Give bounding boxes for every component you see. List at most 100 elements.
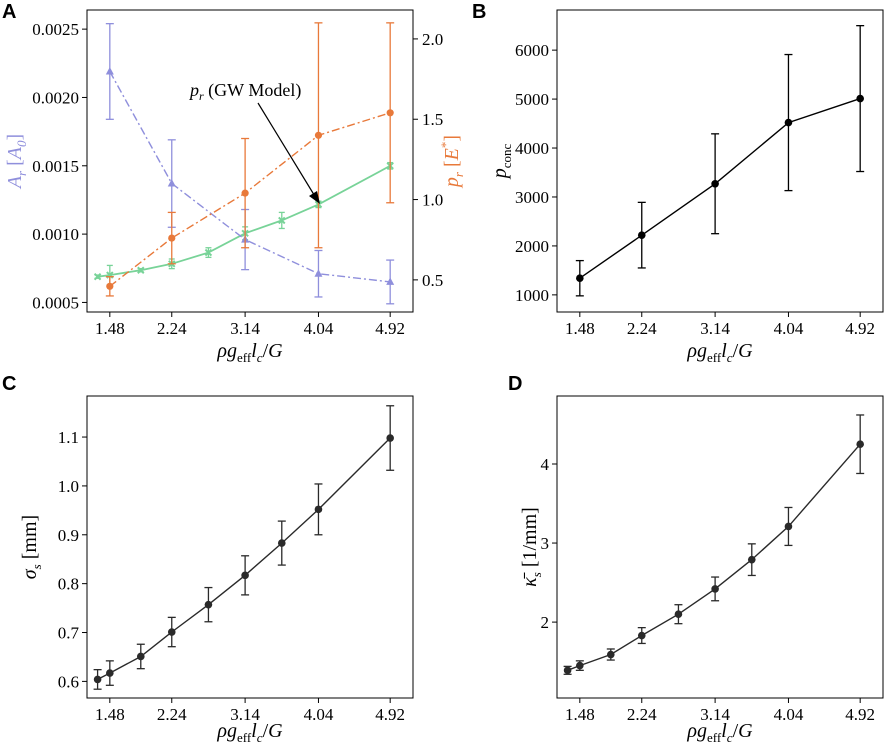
- kappa-s-line: [567, 443, 861, 671]
- sigma-s-point: [93, 675, 102, 684]
- area-ratio-line: [109, 71, 391, 283]
- y-tick-label-c-4: 1.0: [58, 477, 79, 496]
- pressure-ratio-point: [241, 189, 249, 197]
- y-tick-label-c-3: 0.9: [58, 526, 79, 545]
- area-ratio-point: [314, 269, 323, 277]
- annotation-arrow: [257, 102, 317, 199]
- y-axis-label-b: pconc: [489, 144, 514, 181]
- kappa-s-point: [606, 650, 615, 659]
- y-axis-label-d: κ̄s [1/mm]: [519, 507, 544, 587]
- x-tick-label-2-0: 1.48: [95, 705, 125, 724]
- pressure-ratio-point: [106, 282, 114, 290]
- x-tick-label-3-2: 3.14: [700, 705, 730, 724]
- panel-a: A 1.48 2.24 3.14 4.04 4.92 0.0005 0.0010 0.0015…: [2, 1, 466, 365]
- y-tick-label-a-4: 0.0025: [32, 20, 79, 39]
- kappa-s-point: [711, 585, 719, 593]
- y-axis-label-c: σs [mm]: [19, 515, 44, 579]
- plot-frame-c: [86, 395, 414, 699]
- kappa-s-point: [637, 631, 646, 640]
- pressure-ratio-point: [314, 131, 323, 139]
- panel-label-c: C: [2, 373, 16, 395]
- x-tick-label-1-3: 4.04: [774, 319, 804, 338]
- p-conc-point: [637, 231, 646, 239]
- gw-model-point: [204, 248, 213, 257]
- x-tick-label-3-0: 1.48: [565, 705, 595, 724]
- y-tick-label-d-1: 3: [541, 534, 550, 553]
- y-tick-label-b-4: 5000: [515, 90, 549, 109]
- plot-frame-d: [556, 395, 884, 699]
- annotation-text: pr (GW Model): [188, 80, 301, 103]
- sigma-s-point: [314, 505, 323, 514]
- sigma-s-point: [386, 434, 394, 442]
- x-tick-label-0-1: 2.24: [157, 319, 187, 338]
- p-conc-point: [711, 179, 719, 188]
- x-tick-label-1-4: 4.92: [845, 319, 875, 338]
- area-ratio-point: [386, 277, 395, 285]
- gw-model-point: [137, 266, 145, 274]
- y-tick-label-a-0: 0.0005: [32, 293, 79, 312]
- kappa-s-point: [747, 555, 756, 564]
- area-ratio-point: [105, 66, 114, 75]
- x-tick-label-2-1: 2.24: [157, 705, 187, 724]
- pressure-ratio-point: [168, 234, 176, 242]
- sigma-s-point: [167, 628, 176, 636]
- x-tick-label-1-2: 3.14: [700, 319, 730, 338]
- kappa-s-point: [784, 522, 793, 531]
- gw-model-line: [97, 165, 391, 278]
- y2-tick-label-a-1: 1.0: [422, 191, 443, 210]
- sigma-s-point: [204, 600, 213, 609]
- x-axis-label-a: ρgefflc/G: [216, 340, 283, 365]
- panel-b: B 1.48 2.24 3.14 4.04 4.92 1000 2000 3000 4000 50…: [472, 1, 884, 365]
- x-tick-label-1-1: 2.24: [627, 319, 657, 338]
- y-tick-label-a-2: 0.0015: [32, 157, 79, 176]
- x-tick-label-0-2: 3.14: [230, 319, 260, 338]
- y-tick-label-c-0: 0.6: [58, 672, 79, 691]
- y-tick-label-a-3: 0.0020: [32, 88, 79, 107]
- right-axis-label-a: pr [E*]: [438, 135, 466, 189]
- y-tick-label-a-1: 0.0010: [32, 225, 79, 244]
- kappa-s-point: [674, 610, 683, 618]
- p-conc-point: [784, 118, 793, 127]
- panel-label-b: B: [472, 1, 486, 23]
- x-tick-label-0-3: 4.04: [304, 319, 334, 338]
- panel-d: D 1.48 2.24 3.14 4.04 4.92 2 3 4 κ̄s [1/mm] ρge…: [508, 373, 884, 743]
- plot-frame-b: [556, 9, 884, 313]
- x-tick-label-3-3: 4.04: [774, 705, 804, 724]
- panel-label-a: A: [2, 1, 16, 23]
- y-tick-label-b-0: 1000: [515, 286, 549, 305]
- x-axis-label-b: ρgefflc/G: [686, 340, 753, 365]
- y-tick-label-c-2: 0.8: [58, 575, 79, 594]
- panel-c: C 1.48 2.24 3.14 4.04 4.92 0.6 0.7 0.8 0.9 1.0 1.1…: [2, 373, 414, 743]
- y-tick-label-d-0: 2: [541, 613, 550, 632]
- panel-label-d: D: [508, 373, 522, 395]
- p-conc-point: [856, 94, 864, 103]
- sigma-s-point: [277, 539, 286, 547]
- y-tick-label-c-1: 0.7: [58, 624, 80, 643]
- p-conc-point: [576, 274, 584, 283]
- x-tick-label-0-0: 1.48: [95, 319, 125, 338]
- kappa-s-point: [576, 661, 584, 670]
- x-tick-label-2-4: 4.92: [375, 705, 405, 724]
- annotation-arrowhead: [309, 191, 320, 204]
- x-tick-label-3-1: 2.24: [627, 705, 657, 724]
- sigma-s-point: [106, 669, 114, 677]
- y-tick-label-b-2: 3000: [515, 188, 549, 207]
- y-tick-label-c-5: 1.1: [58, 428, 79, 447]
- y2-tick-label-a-2: 1.5: [422, 110, 443, 129]
- y2-tick-label-a-0: 0.5: [422, 271, 443, 290]
- x-tick-label-2-2: 3.14: [230, 705, 260, 724]
- x-axis-label-d: ρgefflc/G: [686, 720, 753, 743]
- x-tick-label-1-0: 1.48: [565, 319, 595, 338]
- x-tick-label-3-4: 4.92: [845, 705, 875, 724]
- kappa-s-point: [563, 666, 572, 675]
- left-axis-label-a: Ar [A0]: [4, 134, 29, 190]
- sigma-s-point: [241, 571, 249, 580]
- y-tick-label-b-3: 4000: [515, 139, 549, 158]
- y-tick-label-d-2: 4: [541, 455, 550, 474]
- x-tick-label-0-4: 4.92: [375, 319, 405, 338]
- sigma-s-line: [97, 437, 391, 681]
- y-tick-label-b-5: 6000: [515, 41, 549, 60]
- gw-model-point: [278, 216, 286, 225]
- area-ratio-point: [167, 179, 176, 187]
